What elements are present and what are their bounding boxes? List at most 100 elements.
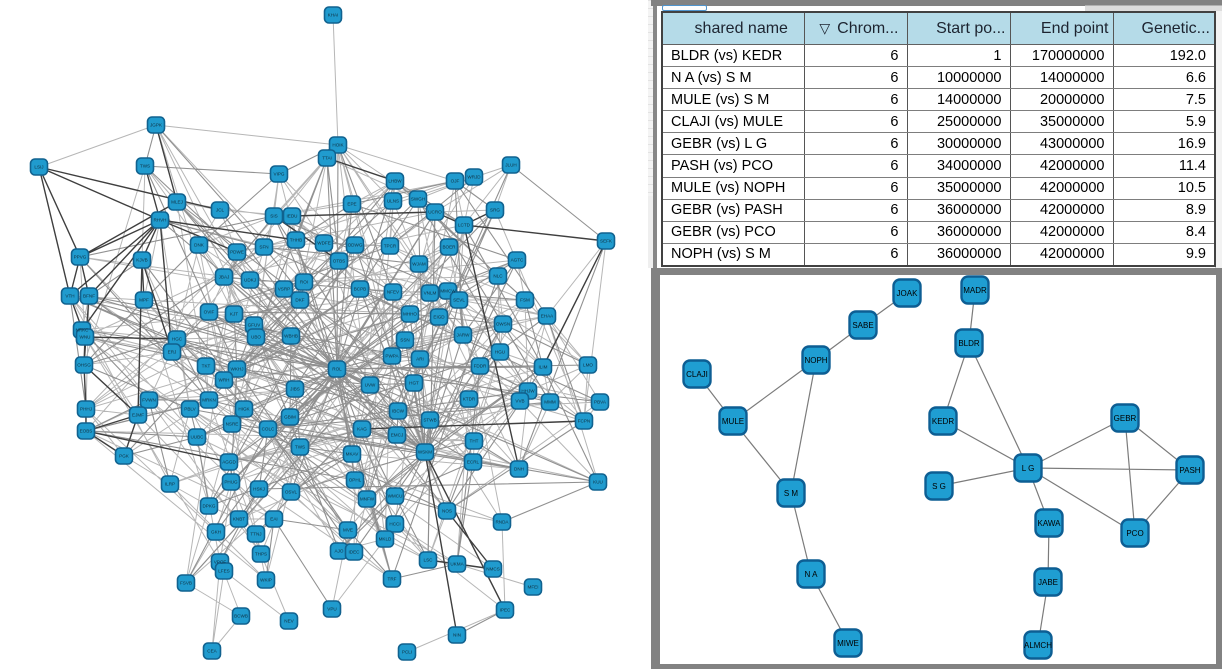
svg-text:OPHL: OPHL <box>349 478 362 483</box>
svg-text:HGT: HGT <box>409 381 419 386</box>
svg-text:MVE: MVE <box>343 528 353 533</box>
svg-text:RHVH: RHVH <box>153 218 166 223</box>
svg-text:GEBR: GEBR <box>1114 414 1137 423</box>
svg-text:OJF: OJF <box>451 179 460 184</box>
svg-text:STWB: STWB <box>423 418 436 423</box>
svg-text:NFEV: NFEV <box>387 290 400 295</box>
svg-text:PHHJ: PHHJ <box>80 407 92 412</box>
svg-text:LFES: LFES <box>218 569 230 574</box>
svg-text:JGPK: JGPK <box>150 123 163 128</box>
svg-text:TWS: TWS <box>140 164 150 169</box>
svg-text:MLEJ: MLEJ <box>171 200 183 205</box>
svg-text:KNBT: KNBT <box>233 517 245 522</box>
svg-text:FSVB: FSVB <box>180 581 192 586</box>
svg-text:ILRP: ILRP <box>165 482 175 487</box>
svg-text:JIBS: JIBS <box>290 387 300 392</box>
svg-text:PCO: PCO <box>1126 529 1143 538</box>
svg-text:KHAI: KHAI <box>328 13 339 18</box>
svg-text:OTBS: OTBS <box>333 259 346 264</box>
svg-text:SEVL: SEVL <box>453 298 465 303</box>
svg-text:NLC: NLC <box>493 274 503 279</box>
svg-text:WBHB: WBHB <box>284 334 298 339</box>
svg-text:ILIM: ILIM <box>539 365 548 370</box>
svg-text:DKF: DKF <box>295 298 304 303</box>
svg-text:BCPB: BCPB <box>354 287 367 292</box>
svg-text:PGK: PGK <box>119 454 130 459</box>
svg-text:MHHO: MHHO <box>403 312 417 317</box>
svg-text:JBAJ: JBAJ <box>219 275 230 280</box>
svg-text:ROL: ROL <box>332 367 342 372</box>
svg-text:ODWG: ODWG <box>348 243 363 248</box>
svg-text:HGU: HGU <box>495 350 505 355</box>
svg-text:COLC: COLC <box>262 427 275 432</box>
svg-text:KJVB: KJVB <box>136 258 148 263</box>
svg-text:TTNJ: TTNJ <box>250 532 261 537</box>
svg-text:MADR: MADR <box>963 286 987 295</box>
svg-text:MKAV: MKAV <box>346 452 360 457</box>
svg-text:MMCW: MMCW <box>440 289 456 294</box>
svg-text:CEA: CEA <box>207 649 217 654</box>
svg-text:MNFW: MNFW <box>360 497 375 502</box>
svg-text:HSKJ: HSKJ <box>253 487 265 492</box>
svg-text:KTDR: KTDR <box>463 397 476 402</box>
svg-text:VNLM: VNLM <box>424 291 437 296</box>
svg-text:NOPH: NOPH <box>804 356 827 365</box>
svg-text:MFEI: MFEI <box>528 585 539 590</box>
svg-text:JARW: JARW <box>457 333 471 338</box>
svg-text:UUBC: UUBC <box>190 435 204 440</box>
svg-text:JCL: JCL <box>216 208 225 213</box>
svg-text:WNU: WNU <box>80 335 91 340</box>
svg-text:SEFK: SEFK <box>600 239 613 244</box>
svg-text:HIGK: HIGK <box>238 407 250 412</box>
svg-text:SSN: SSN <box>400 338 409 343</box>
svg-text:UDKJ: UDKJ <box>244 278 256 283</box>
svg-text:MULE: MULE <box>722 417 744 426</box>
svg-text:OWSN: OWSN <box>496 322 510 327</box>
svg-text:WJAM: WJAM <box>412 262 426 267</box>
svg-text:WRH: WRH <box>219 378 230 383</box>
svg-text:HGC: HGC <box>172 337 183 342</box>
svg-text:IBCW: IBCW <box>392 409 405 414</box>
svg-text:TPCR: TPCR <box>384 244 397 249</box>
svg-text:IDEC: IDEC <box>349 550 361 555</box>
svg-text:SIS: SIS <box>270 214 277 219</box>
svg-text:WDFE: WDFE <box>317 241 331 246</box>
svg-text:PBVA: PBVA <box>594 400 607 405</box>
svg-text:L G: L G <box>1022 464 1035 473</box>
svg-text:PHUG: PHUG <box>224 480 238 485</box>
svg-text:KAWA: KAWA <box>1038 519 1062 528</box>
svg-text:KJT: KJT <box>230 312 238 317</box>
svg-text:TRF: TRF <box>388 577 397 582</box>
svg-text:ERJ: ERJ <box>168 350 177 355</box>
svg-text:VSRP: VSRP <box>278 287 291 292</box>
svg-text:SRG: SRG <box>490 208 500 213</box>
svg-text:LCTD: LCTD <box>458 223 471 228</box>
svg-text:KUU: KUU <box>593 480 603 485</box>
svg-text:WKIP: WKIP <box>260 578 272 583</box>
svg-text:VPOF: VPOF <box>214 560 227 565</box>
svg-text:S G: S G <box>932 482 946 491</box>
svg-text:EIGD: EIGD <box>433 315 445 320</box>
svg-text:UCRO: UCRO <box>428 210 442 215</box>
svg-text:KEDR: KEDR <box>932 417 954 426</box>
svg-text:MIWE: MIWE <box>837 639 859 648</box>
svg-text:NMCS: NMCS <box>486 567 500 572</box>
svg-text:SWGH: SWGH <box>411 197 425 202</box>
svg-text:PDWE: PDWE <box>230 250 244 255</box>
svg-text:OSVL: OSVL <box>285 490 298 495</box>
svg-text:TWS: TWS <box>295 445 305 450</box>
svg-text:WSKM: WSKM <box>418 450 432 455</box>
svg-text:NSRE: NSRE <box>226 422 239 427</box>
svg-text:MPF: MPF <box>139 298 149 303</box>
svg-text:MKLD: MKLD <box>379 537 392 542</box>
svg-text:LHBW: LHBW <box>388 179 402 184</box>
svg-text:FSM: FSM <box>520 298 530 303</box>
svg-text:EHAA: EHAA <box>541 314 554 319</box>
svg-text:DPKG: DPKG <box>202 504 215 509</box>
svg-text:JLUH: JLUH <box>505 163 517 168</box>
svg-text:PBLV: PBLV <box>184 407 196 412</box>
svg-text:BFNF: BFNF <box>83 294 95 299</box>
svg-text:HHJW: HHJW <box>521 389 535 394</box>
svg-text:PCLI: PCLI <box>402 650 412 655</box>
svg-text:HCCI: HCCI <box>389 522 400 527</box>
